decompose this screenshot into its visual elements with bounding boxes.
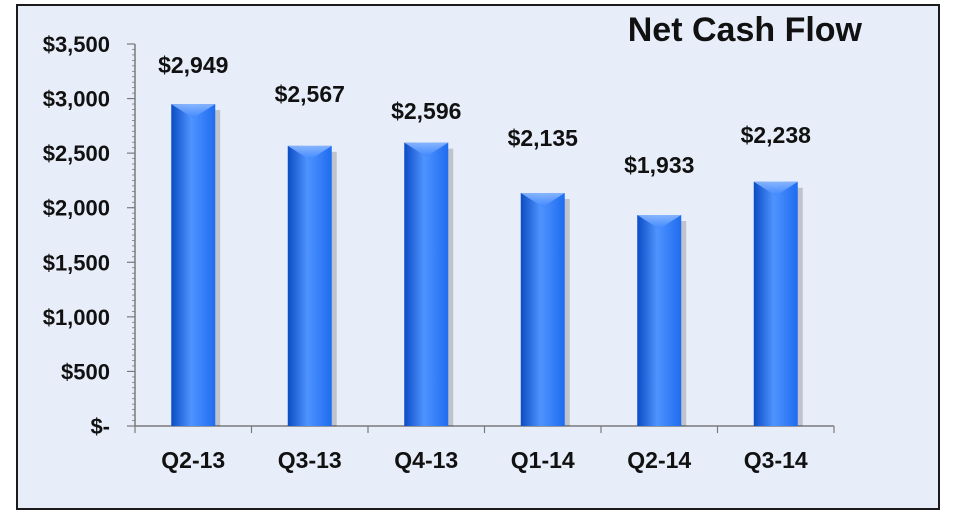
bar-top-bevel [171,104,216,119]
chart-title: Net Cash Flow [628,11,863,49]
y-tick-label: $2,500 [43,141,110,166]
data-label: $2,567 [275,81,345,107]
bar [404,142,449,426]
y-tick-label: $1,500 [43,250,110,275]
bar [753,181,798,426]
bar [520,192,565,426]
y-tick-label: $2,000 [43,196,110,221]
y-tick-label: $3,000 [43,87,110,112]
data-label: $2,596 [391,98,461,124]
x-tick-label: Q4-13 [394,447,458,473]
bar-top-bevel [637,215,682,230]
bar [287,145,332,426]
data-label: $2,238 [741,122,812,148]
bar-top-bevel [753,181,798,196]
y-tick-label: $1,000 [43,305,110,330]
bar-top-bevel [287,145,332,160]
bars-group [171,104,803,427]
x-tick-label: Q2-13 [161,447,225,473]
axes: $- $500 $1,000 $1,500 $2,000 $2,500 $3,000 $3,5… [43,32,835,473]
data-label: $2,949 [158,52,228,78]
y-tick-label: $3,500 [43,32,110,57]
bar-top-bevel [404,142,449,157]
x-tick-label: Q1-14 [511,447,575,473]
data-labels-group: $2,949 $2,567 $2,596 $2,135 $1,933 $2,238 [158,52,811,178]
bar [637,215,682,426]
x-tick-label: Q3-14 [744,447,808,473]
data-label: $1,933 [624,152,694,178]
bar-top-bevel [520,192,565,207]
bar [171,104,216,427]
data-label: $2,135 [508,125,579,151]
x-tick-label: Q3-13 [278,447,342,473]
y-tick-label: $500 [61,359,110,384]
y-tick-label: $- [90,414,110,439]
x-tick-label: Q2-14 [627,447,691,473]
